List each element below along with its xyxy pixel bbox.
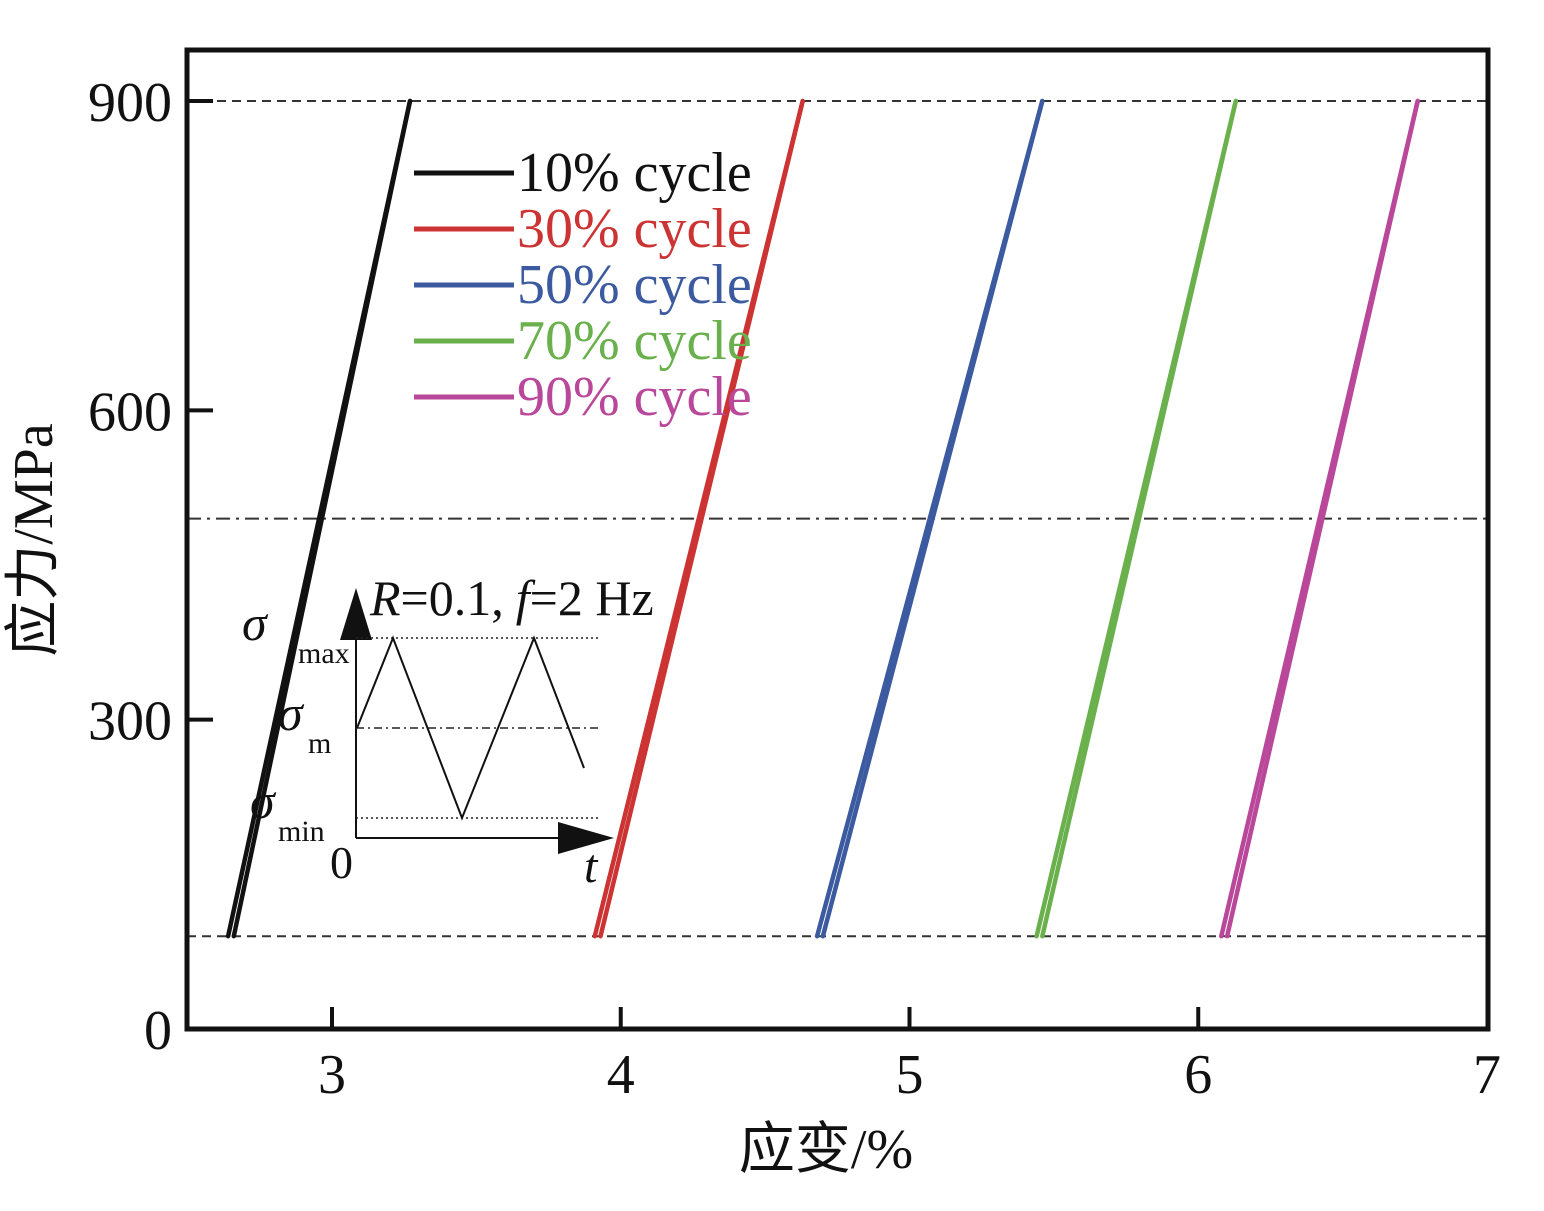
series-2 [592,98,805,939]
legend-label-5: 90% cycle [517,366,752,428]
f-value: =2 Hz [530,570,654,626]
inset-x-arrow [558,822,614,854]
y-axis-label: 应力/MPa [3,423,65,656]
inset-y-arrow [340,588,372,640]
y-tick-label-300: 300 [88,691,172,753]
reference-lines [187,100,1488,938]
series-4 [1034,98,1239,939]
series-3-unloading-line [820,98,1045,939]
inset-sigma-m-subscript: m [308,727,331,760]
axis-ticks [187,99,1201,1029]
inset-params: R=0.1, f=2 Hz [369,570,654,626]
r-value: =0.1, [401,570,504,626]
legend-label-4: 70% cycle [517,310,752,372]
inset-triangle-wave [356,635,585,821]
inset-t-label: t [584,840,599,893]
axis-tick-labels: 3 4 5 6 7 0 300 600 900 [88,72,1501,1106]
r-symbol: R [369,570,401,626]
legend-label-3: 50% cycle [517,254,752,316]
x-tick-label-7: 7 [1473,1044,1501,1106]
series-layer [225,98,1420,939]
legend-label-2: 30% cycle [517,198,752,260]
series-3 [814,98,1045,939]
series-2-unloading-line [598,98,805,939]
x-tick-label-6: 6 [1184,1044,1212,1106]
inset-origin-label: 0 [330,837,353,888]
loading-waveform-inset: σ max σ m σ min 0 t R=0.1, f=2 Hz [242,570,654,893]
inset-sigma-min: σ [250,773,277,829]
series-1-unloading-line [231,98,413,939]
y-tick-label-600: 600 [88,381,172,443]
series-5 [1219,98,1420,939]
x-tick-label-5: 5 [896,1044,924,1106]
inset-sigma-m: σ [278,685,305,741]
y-tick-label-900: 900 [88,72,172,134]
x-tick-label-4: 4 [607,1044,635,1106]
series-5-unloading-line [1224,98,1420,939]
x-tick-label-3: 3 [318,1044,346,1106]
series-4-unloading-line [1040,98,1239,939]
x-axis-label: 应变/% [739,1119,913,1181]
inset-sigma-max-subscript: max [298,637,350,670]
series-1 [225,98,413,939]
legend-label-1: 10% cycle [517,142,752,204]
inset-sigma-min-subscript: min [278,815,325,848]
plot-frame [184,47,1491,1032]
y-tick-label-0: 0 [144,1000,172,1062]
inset-sigma-max: σ [242,595,269,651]
